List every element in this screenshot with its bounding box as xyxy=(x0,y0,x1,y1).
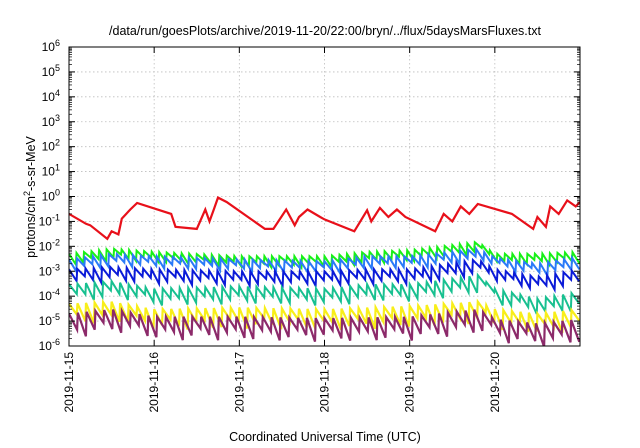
ticks xyxy=(68,46,580,347)
x-tick-label: 2019-11-15 xyxy=(62,352,76,413)
series-line xyxy=(69,306,580,346)
y-tick-label: 104 xyxy=(42,88,60,104)
chart-title: /data/run/goesPlots/archive/2019-11-20/2… xyxy=(109,24,541,38)
y-tick-label: 106 xyxy=(42,38,60,54)
x-tick-label: 2019-11-20 xyxy=(488,352,502,413)
y-axis-label-rest: -s-sr-MeV xyxy=(24,135,38,191)
y-axis-label-sup: 2 xyxy=(22,191,32,196)
x-tick-label: 2019-11-18 xyxy=(318,352,332,413)
series-line xyxy=(69,272,580,315)
y-tick-label: 102 xyxy=(42,138,60,154)
series-line xyxy=(69,196,580,241)
y-axis-label: protons/cm2-s-sr-MeV xyxy=(22,135,38,257)
x-tick-labels: 2019-11-15 2019-11-16 2019-11-17 2019-11-18… xyxy=(62,352,502,413)
y-tick-label: 10-3 xyxy=(39,262,60,278)
series-line xyxy=(69,245,580,280)
x-tick-label: 2019-11-19 xyxy=(403,352,417,413)
x-axis-label: Coordinated Universal Time (UTC) xyxy=(229,430,421,444)
y-tick-label: 10-6 xyxy=(39,337,60,353)
x-tick-label: 2019-11-16 xyxy=(147,352,161,413)
x-tick-label: 2019-11-17 xyxy=(232,352,246,413)
y-tick-label: 10-2 xyxy=(39,237,60,253)
y-tick-label: 101 xyxy=(42,163,60,179)
y-tick-label: 10-5 xyxy=(39,312,60,328)
y-tick-label: 10-1 xyxy=(39,212,60,228)
y-tick-labels: 10-6 10-5 10-4 10-3 10-2 10-1 100 101 102 103 104 1… xyxy=(39,38,60,353)
y-tick-label: 105 xyxy=(42,63,60,79)
y-tick-label: 103 xyxy=(42,113,60,129)
series-line xyxy=(69,257,580,294)
y-axis-label-base: protons/cm xyxy=(24,196,38,258)
y-tick-label: 100 xyxy=(42,188,60,204)
y-tick-label: 10-4 xyxy=(39,287,60,303)
plot-area xyxy=(69,196,580,346)
